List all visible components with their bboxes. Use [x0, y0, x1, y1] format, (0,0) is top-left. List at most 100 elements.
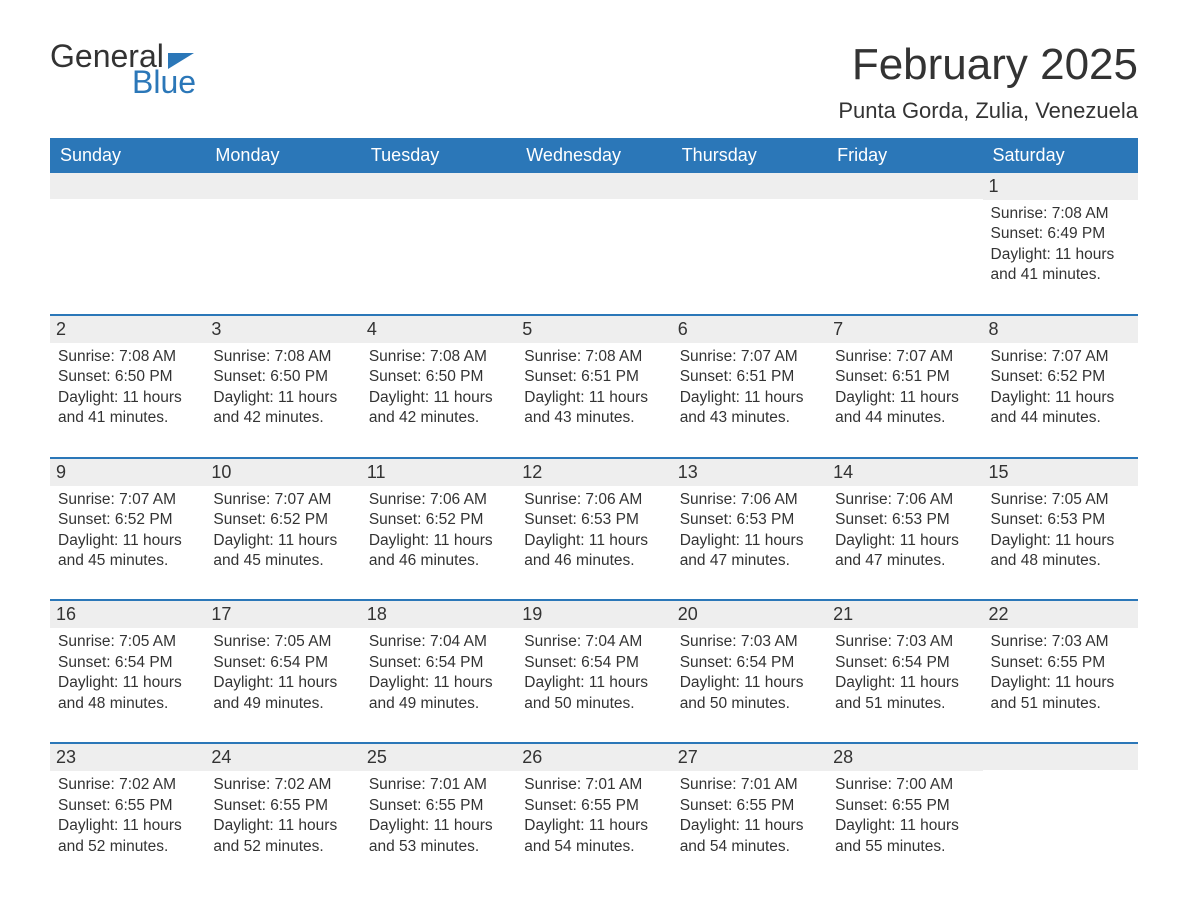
day-number — [672, 173, 827, 199]
day-of-week-header: Sunday Monday Tuesday Wednesday Thursday… — [50, 138, 1138, 173]
calendar-day: 20Sunrise: 7:03 AMSunset: 6:54 PMDayligh… — [672, 601, 827, 720]
day-info: Sunrise: 7:03 AMSunset: 6:55 PMDaylight:… — [991, 632, 1130, 714]
calendar-week: 1Sunrise: 7:08 AMSunset: 6:49 PMDaylight… — [50, 173, 1138, 292]
day-number: 22 — [983, 601, 1138, 628]
day-info: Sunrise: 7:04 AMSunset: 6:54 PMDaylight:… — [369, 632, 508, 714]
daylight-line: Daylight: 11 hours and 53 minutes. — [369, 816, 508, 857]
calendar-day: 22 Sunrise: 7:03 AMSunset: 6:55 PMDayligh… — [983, 601, 1138, 720]
day-number: 3 — [205, 316, 360, 343]
day-number — [827, 173, 982, 199]
calendar-day — [827, 173, 982, 292]
calendar-day: 19Sunrise: 7:04 AMSunset: 6:54 PMDayligh… — [516, 601, 671, 720]
sunrise-line: Sunrise: 7:08 AM — [369, 347, 508, 367]
calendar-day — [672, 173, 827, 292]
daylight-line: Daylight: 11 hours and 47 minutes. — [680, 531, 819, 572]
sunset-line: Sunset: 6:52 PM — [369, 510, 508, 530]
day-number: 19 — [516, 601, 671, 628]
day-info: Sunrise: 7:08 AMSunset: 6:50 PMDaylight:… — [369, 347, 508, 429]
sunset-line: Sunset: 6:51 PM — [524, 367, 663, 387]
day-number: 21 — [827, 601, 982, 628]
sunset-line: Sunset: 6:49 PM — [991, 224, 1130, 244]
sunrise-line: Sunrise: 7:08 AM — [991, 204, 1130, 224]
day-info: Sunrise: 7:00 AMSunset: 6:55 PMDaylight:… — [835, 775, 974, 857]
daylight-line: Daylight: 11 hours and 48 minutes. — [58, 673, 197, 714]
daylight-line: Daylight: 11 hours and 50 minutes. — [680, 673, 819, 714]
calendar: Sunday Monday Tuesday Wednesday Thursday… — [50, 138, 1138, 863]
daylight-line: Daylight: 11 hours and 52 minutes. — [58, 816, 197, 857]
day-number: 11 — [361, 459, 516, 486]
sunrise-line: Sunrise: 7:05 AM — [991, 490, 1130, 510]
sunrise-line: Sunrise: 7:06 AM — [680, 490, 819, 510]
sunset-line: Sunset: 6:54 PM — [524, 653, 663, 673]
sunrise-line: Sunrise: 7:03 AM — [680, 632, 819, 652]
calendar-day: 2Sunrise: 7:08 AMSunset: 6:50 PMDaylight… — [50, 316, 205, 435]
sunrise-line: Sunrise: 7:03 AM — [991, 632, 1130, 652]
daylight-line: Daylight: 11 hours and 52 minutes. — [213, 816, 352, 857]
daylight-line: Daylight: 11 hours and 49 minutes. — [213, 673, 352, 714]
daylight-line: Daylight: 11 hours and 45 minutes. — [58, 531, 197, 572]
sunrise-line: Sunrise: 7:00 AM — [835, 775, 974, 795]
sunrise-line: Sunrise: 7:04 AM — [524, 632, 663, 652]
sunset-line: Sunset: 6:54 PM — [213, 653, 352, 673]
sunrise-line: Sunrise: 7:03 AM — [835, 632, 974, 652]
sunset-line: Sunset: 6:53 PM — [991, 510, 1130, 530]
daylight-line: Daylight: 11 hours and 51 minutes. — [991, 673, 1130, 714]
daylight-line: Daylight: 11 hours and 45 minutes. — [213, 531, 352, 572]
day-info: Sunrise: 7:02 AMSunset: 6:55 PMDaylight:… — [213, 775, 352, 857]
sunrise-line: Sunrise: 7:05 AM — [213, 632, 352, 652]
day-info: Sunrise: 7:05 AMSunset: 6:54 PMDaylight:… — [58, 632, 197, 714]
header: General Blue February 2025 Punta Gorda, … — [50, 40, 1138, 124]
day-number: 6 — [672, 316, 827, 343]
sunset-line: Sunset: 6:54 PM — [58, 653, 197, 673]
day-number — [361, 173, 516, 199]
day-number — [50, 173, 205, 199]
day-info: Sunrise: 7:05 AMSunset: 6:53 PMDaylight:… — [991, 490, 1130, 572]
calendar-day: 5Sunrise: 7:08 AMSunset: 6:51 PMDaylight… — [516, 316, 671, 435]
calendar-day: 24 Sunrise: 7:02 AMSunset: 6:55 PMDayligh… — [205, 744, 360, 863]
sunset-line: Sunset: 6:54 PM — [369, 653, 508, 673]
calendar-day: 26Sunrise: 7:01 AMSunset: 6:55 PMDayligh… — [516, 744, 671, 863]
daylight-line: Daylight: 11 hours and 47 minutes. — [835, 531, 974, 572]
day-number: 1 — [983, 173, 1138, 200]
calendar-week: 23Sunrise: 7:02 AMSunset: 6:55 PMDayligh… — [50, 742, 1138, 863]
calendar-day: 14Sunrise: 7:06 AMSunset: 6:53 PMDayligh… — [827, 459, 982, 578]
calendar-day — [50, 173, 205, 292]
sunset-line: Sunset: 6:54 PM — [680, 653, 819, 673]
day-info: Sunrise: 7:02 AMSunset: 6:55 PMDaylight:… — [58, 775, 197, 857]
sunrise-line: Sunrise: 7:01 AM — [369, 775, 508, 795]
daylight-line: Daylight: 11 hours and 54 minutes. — [680, 816, 819, 857]
day-info: Sunrise: 7:06 AMSunset: 6:53 PMDaylight:… — [524, 490, 663, 572]
calendar-day: 13 Sunrise: 7:06 AMSunset: 6:53 PMDayligh… — [672, 459, 827, 578]
sunset-line: Sunset: 6:50 PM — [369, 367, 508, 387]
sunset-line: Sunset: 6:55 PM — [58, 796, 197, 816]
day-info: Sunrise: 7:08 AMSunset: 6:50 PMDaylight:… — [58, 347, 197, 429]
day-number: 16 — [50, 601, 205, 628]
calendar-day: 28 Sunrise: 7:00 AMSunset: 6:55 PMDayligh… — [827, 744, 982, 863]
day-info: Sunrise: 7:06 AMSunset: 6:52 PMDaylight:… — [369, 490, 508, 572]
sunset-line: Sunset: 6:55 PM — [835, 796, 974, 816]
day-info: Sunrise: 7:03 AMSunset: 6:54 PMDaylight:… — [680, 632, 819, 714]
sunset-line: Sunset: 6:53 PM — [835, 510, 974, 530]
day-info: Sunrise: 7:08 AMSunset: 6:51 PMDaylight:… — [524, 347, 663, 429]
day-number: 17 — [205, 601, 360, 628]
calendar-day: 25Sunrise: 7:01 AMSunset: 6:55 PMDayligh… — [361, 744, 516, 863]
sunset-line: Sunset: 6:55 PM — [680, 796, 819, 816]
day-number: 28 — [827, 744, 982, 771]
day-info: Sunrise: 7:08 AMSunset: 6:50 PMDaylight:… — [213, 347, 352, 429]
day-number: 15 — [983, 459, 1138, 486]
day-number: 26 — [516, 744, 671, 771]
calendar-day — [361, 173, 516, 292]
sunset-line: Sunset: 6:52 PM — [213, 510, 352, 530]
day-info: Sunrise: 7:06 AMSunset: 6:53 PMDaylight:… — [680, 490, 819, 572]
logo: General Blue — [50, 40, 196, 98]
day-number: 24 — [205, 744, 360, 771]
day-info: Sunrise: 7:07 AMSunset: 6:52 PMDaylight:… — [991, 347, 1130, 429]
day-number: 13 — [672, 459, 827, 486]
daylight-line: Daylight: 11 hours and 55 minutes. — [835, 816, 974, 857]
location-text: Punta Gorda, Zulia, Venezuela — [838, 98, 1138, 124]
sunset-line: Sunset: 6:50 PM — [58, 367, 197, 387]
daylight-line: Daylight: 11 hours and 49 minutes. — [369, 673, 508, 714]
sunset-line: Sunset: 6:50 PM — [213, 367, 352, 387]
day-number: 8 — [983, 316, 1138, 343]
calendar-day: 18Sunrise: 7:04 AMSunset: 6:54 PMDayligh… — [361, 601, 516, 720]
